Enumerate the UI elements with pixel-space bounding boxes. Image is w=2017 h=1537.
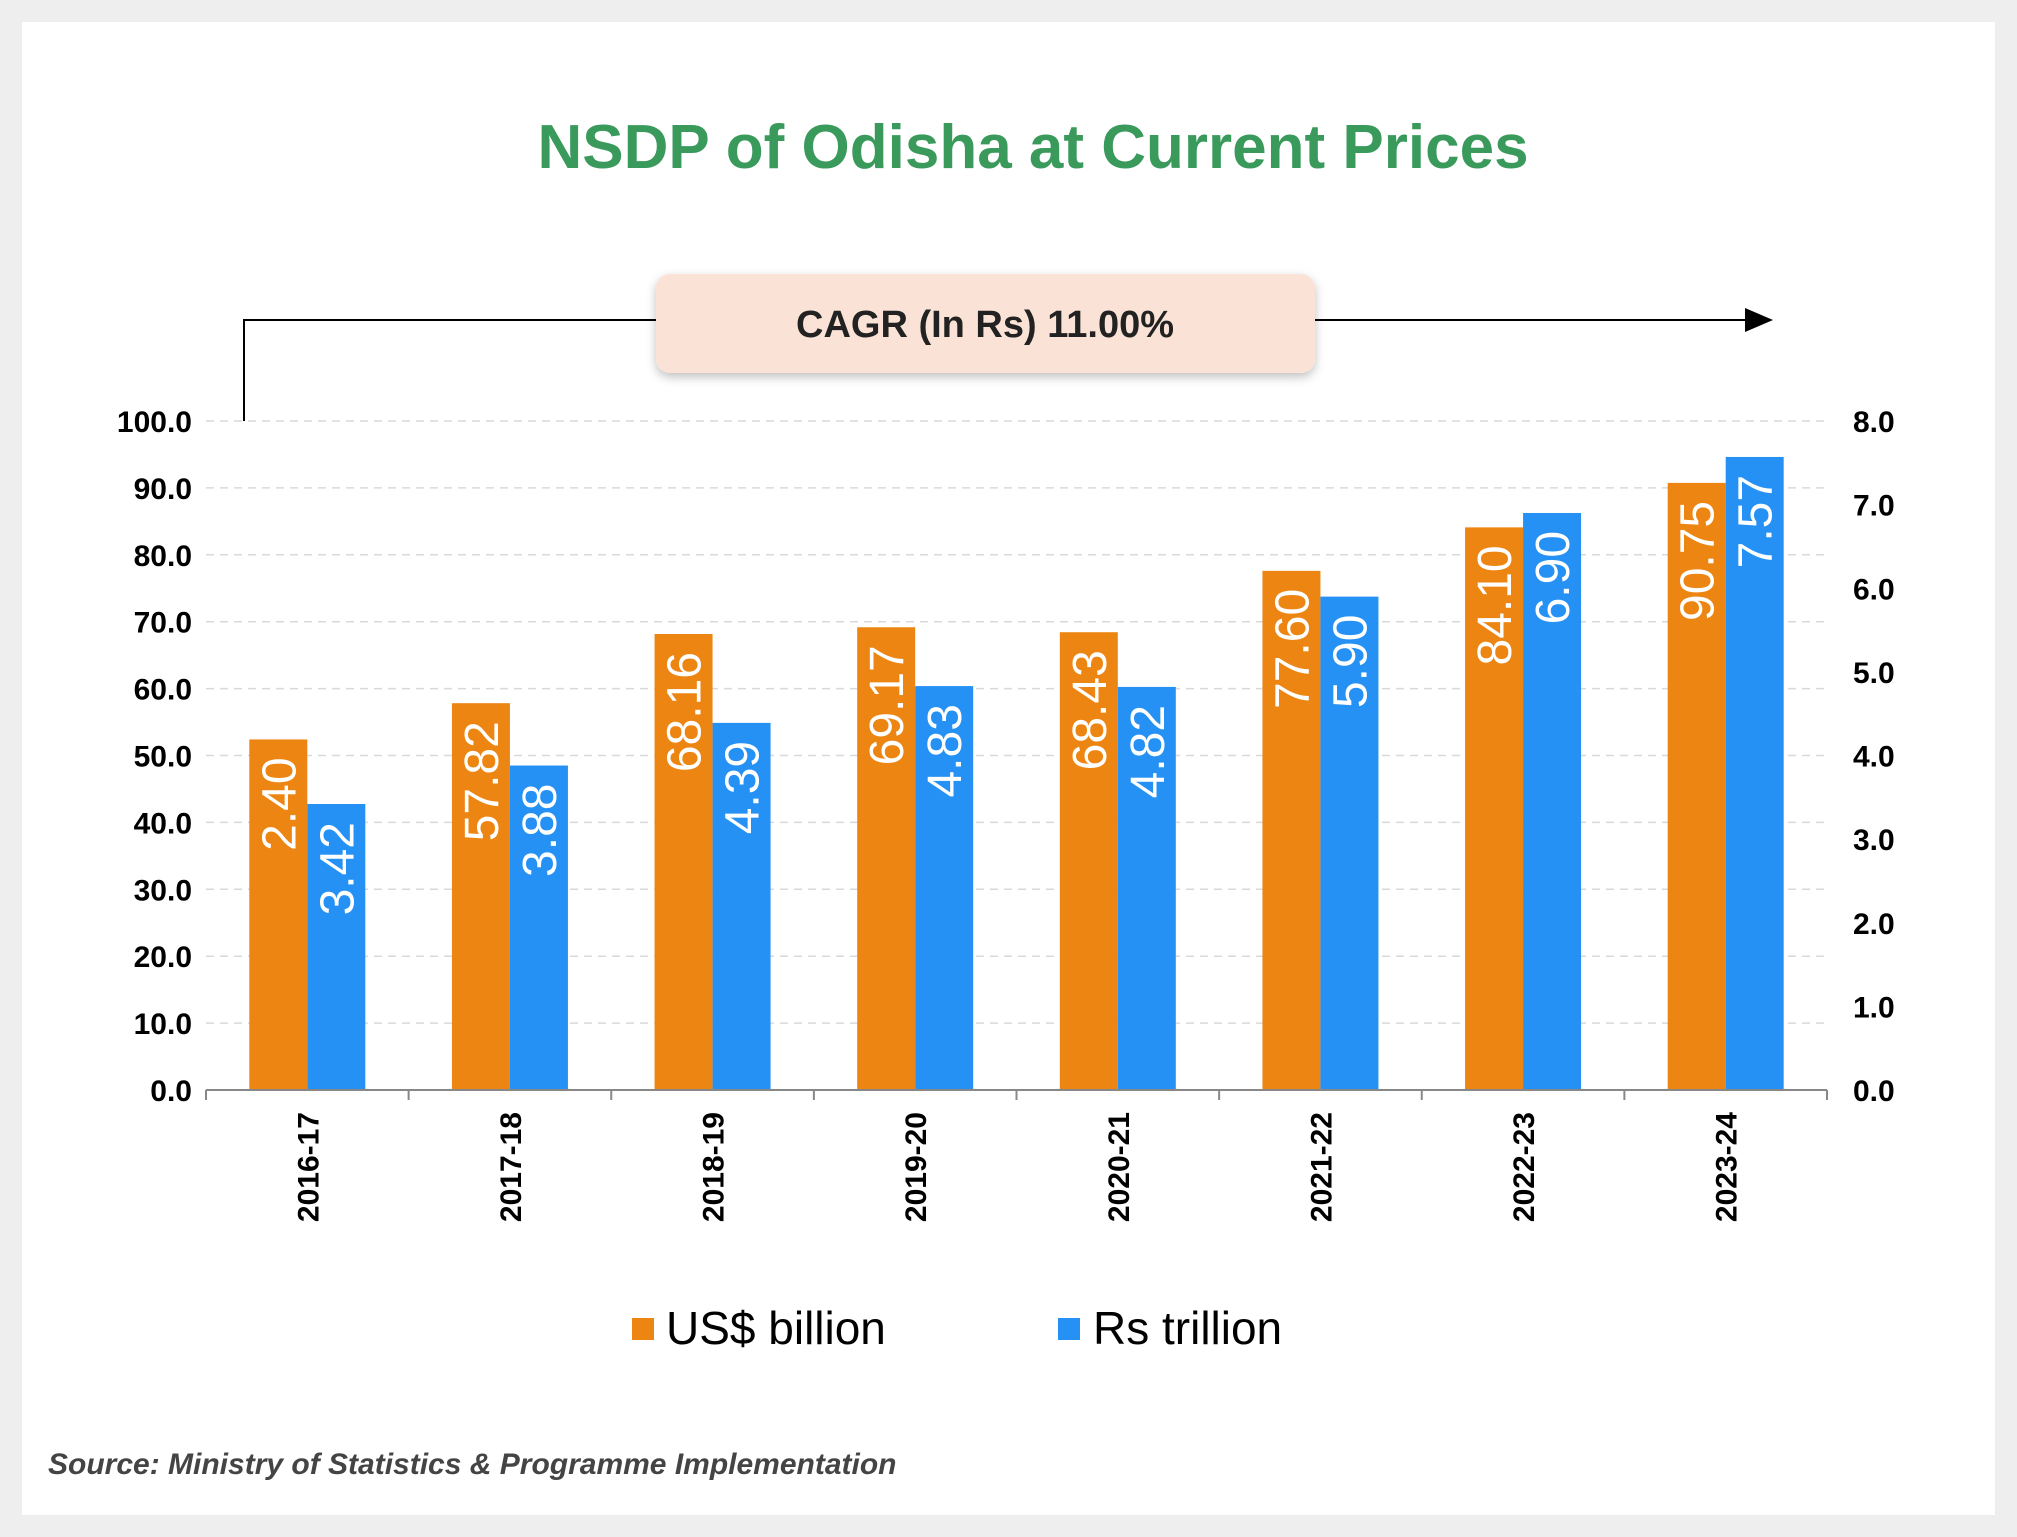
rs-bar — [712, 722, 771, 1090]
x-tick-label: 2021-22 — [1305, 1112, 1338, 1222]
y-left-tick-label: 70.0 — [134, 607, 192, 640]
y-right-tick-label: 4.0 — [1853, 741, 1895, 774]
rs-data-label: 6.90 — [1527, 531, 1580, 624]
x-tick-label: 2016-17 — [292, 1112, 325, 1222]
y-right-tick-label: 6.0 — [1853, 573, 1895, 606]
y-right-tick-label: 7.0 — [1853, 490, 1895, 523]
rs-data-label: 3.88 — [514, 784, 567, 877]
y-left-tick-label: 30.0 — [134, 874, 192, 907]
y-right-tick-label: 3.0 — [1853, 824, 1895, 857]
legend-swatch-rs — [1058, 1318, 1080, 1340]
legend-label-rs: Rs trillion — [1093, 1302, 1282, 1354]
x-tick-label: 2022-23 — [1508, 1112, 1541, 1222]
usd-data-label: 84.10 — [1469, 545, 1522, 665]
usd-bar — [654, 634, 713, 1090]
y-left-tick-label: 20.0 — [134, 941, 192, 974]
usd-data-label: 69.17 — [861, 645, 914, 765]
rs-bar — [1523, 512, 1582, 1090]
rs-bar — [509, 765, 568, 1090]
y-right-tick-label: 0.0 — [1853, 1075, 1895, 1108]
chart-title: NSDP of Odisha at Current Prices — [537, 113, 1528, 182]
y-left-tick-label: 40.0 — [134, 807, 192, 840]
usd-data-label: 68.43 — [1064, 650, 1117, 770]
rs-data-label: 5.90 — [1324, 615, 1377, 708]
rs-data-label: 7.57 — [1730, 475, 1783, 568]
rs-bar — [307, 804, 366, 1090]
rs-data-label: 3.42 — [311, 822, 364, 915]
legend-label-usd: US$ billion — [666, 1302, 886, 1354]
usd-bar — [451, 703, 510, 1090]
usd-bar — [1059, 632, 1118, 1090]
cagr-box — [656, 274, 1315, 373]
y-left-tick-label: 80.0 — [134, 540, 192, 573]
y-right-tick-label: 5.0 — [1853, 657, 1895, 690]
rs-bar — [1117, 686, 1176, 1090]
x-tick-label: 2019-20 — [900, 1112, 933, 1222]
usd-data-label: 77.60 — [1266, 589, 1319, 709]
chart-card — [22, 22, 1995, 1515]
usd-data-label: 2.40 — [253, 757, 306, 850]
y-left-tick-label: 10.0 — [134, 1008, 192, 1041]
rs-bar — [1320, 596, 1379, 1090]
x-tick-label: 2018-19 — [698, 1112, 731, 1222]
rs-data-label: 4.82 — [1122, 705, 1175, 798]
y-left-tick-label: 60.0 — [134, 674, 192, 707]
usd-data-label: 90.75 — [1672, 501, 1725, 621]
y-left-tick-label: 0.0 — [150, 1075, 192, 1108]
usd-bar — [249, 739, 308, 1090]
usd-data-label: 57.82 — [456, 721, 509, 841]
x-tick-label: 2017-18 — [495, 1112, 528, 1222]
rs-bar — [915, 686, 974, 1090]
legend-swatch-usd — [632, 1318, 654, 1340]
usd-data-label: 68.16 — [659, 652, 712, 772]
rs-data-label: 4.39 — [717, 741, 770, 834]
usd-bar — [857, 627, 916, 1090]
x-tick-label: 2023-24 — [1711, 1112, 1744, 1222]
legend: US$ billion Rs trillion — [632, 1302, 1282, 1354]
y-right-tick-label: 8.0 — [1853, 406, 1895, 439]
usd-bar — [1465, 527, 1524, 1090]
y-left-tick-label: 100.0 — [117, 406, 192, 439]
source-note: Source: Ministry of Statistics & Program… — [48, 1448, 897, 1481]
rs-bar — [1725, 456, 1784, 1090]
y-left-tick-label: 50.0 — [134, 741, 192, 774]
rs-data-label: 4.83 — [919, 704, 972, 797]
y-left-tick-label: 90.0 — [134, 473, 192, 506]
cagr-label: CAGR (In Rs) 11.00% — [796, 304, 1174, 346]
usd-bar — [1667, 482, 1726, 1090]
x-tick-label: 2020-21 — [1103, 1112, 1136, 1222]
y-right-tick-label: 1.0 — [1853, 991, 1895, 1024]
usd-bar — [1262, 570, 1321, 1090]
y-right-tick-label: 2.0 — [1853, 908, 1895, 941]
